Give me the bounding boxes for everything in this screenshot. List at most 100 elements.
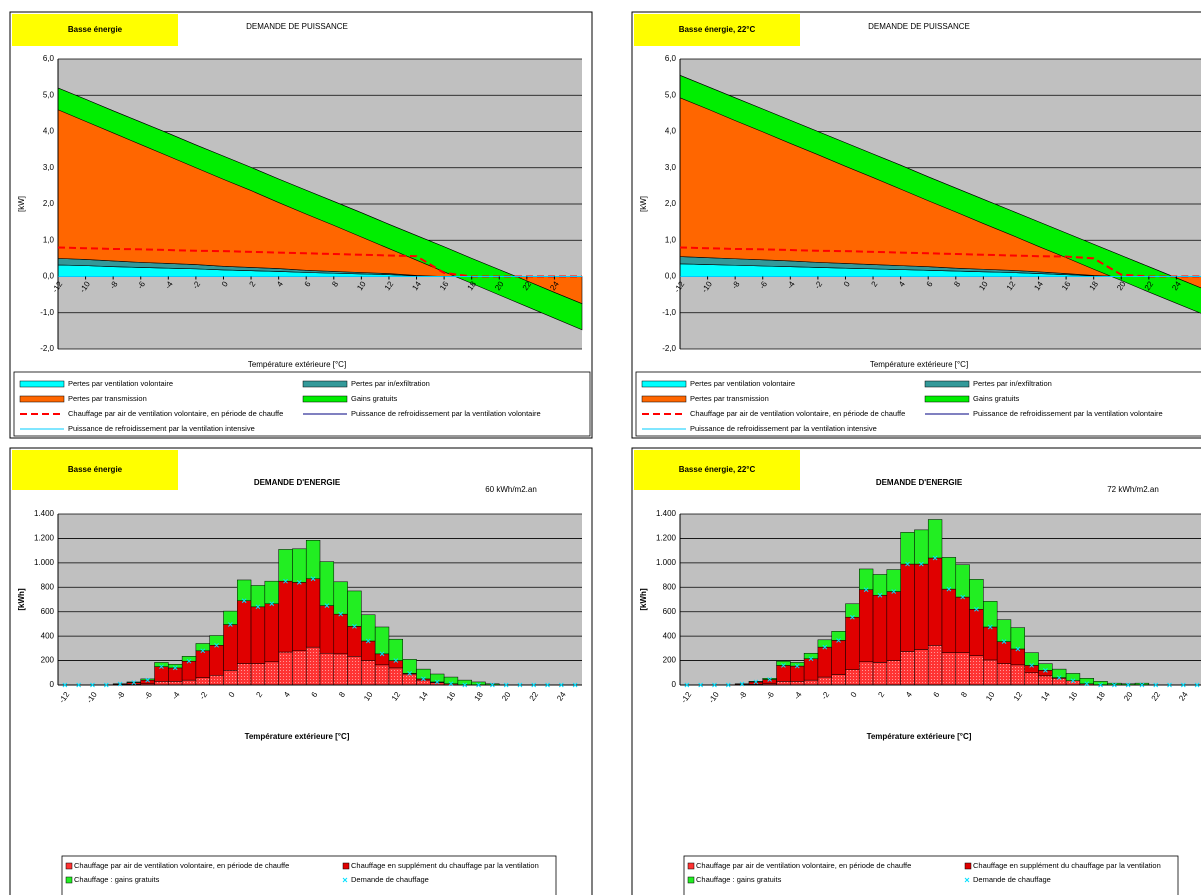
bar bbox=[872, 594, 888, 663]
legend-label: Pertes par ventilation volontaire bbox=[68, 379, 173, 388]
legend-swatch bbox=[964, 877, 970, 883]
marker bbox=[476, 682, 481, 688]
marker bbox=[753, 679, 759, 685]
marker bbox=[490, 682, 495, 688]
bar bbox=[927, 645, 943, 686]
bar bbox=[886, 660, 901, 686]
x-tick-label: 4 bbox=[897, 279, 907, 288]
bar bbox=[305, 578, 321, 648]
marker bbox=[767, 677, 772, 682]
y-tick-label: 1.200 bbox=[34, 534, 55, 543]
x-tick-label: 6 bbox=[303, 279, 313, 288]
bar bbox=[1038, 663, 1053, 671]
x-tick-label: -2 bbox=[820, 690, 832, 701]
bar bbox=[983, 601, 998, 628]
x-tick-label: 2 bbox=[254, 690, 264, 699]
x-tick-label: -8 bbox=[730, 279, 742, 290]
bar bbox=[168, 681, 183, 686]
marker bbox=[781, 663, 786, 668]
bar bbox=[776, 665, 791, 682]
marker bbox=[836, 638, 841, 643]
x-tick-label: -6 bbox=[765, 690, 777, 701]
y-axis-label: [kW] bbox=[639, 196, 648, 212]
legend-swatch bbox=[302, 380, 348, 388]
bar bbox=[278, 580, 293, 653]
bar bbox=[292, 582, 307, 652]
x-tick-label: -4 bbox=[792, 690, 804, 701]
y-tick-label: 1.200 bbox=[656, 534, 677, 543]
y-tick-label: 2,0 bbox=[43, 199, 55, 208]
marker bbox=[1194, 682, 1200, 688]
x-tick-label: 2 bbox=[247, 279, 257, 288]
badge-text: Basse énergie, 22°C bbox=[679, 25, 756, 34]
y-tick-label: 3,0 bbox=[665, 163, 677, 172]
marker bbox=[448, 681, 454, 687]
bar bbox=[817, 639, 832, 648]
marker bbox=[1112, 682, 1117, 688]
x-tick-label: 0 bbox=[842, 279, 852, 288]
y-tick-label: 200 bbox=[663, 656, 677, 665]
x-tick-label: 6 bbox=[925, 279, 935, 288]
marker bbox=[296, 580, 302, 585]
bar bbox=[817, 646, 832, 678]
y-tick-label: 0,0 bbox=[43, 272, 55, 281]
y-tick-label: 1.000 bbox=[34, 558, 55, 567]
y-tick-label: 2,0 bbox=[665, 199, 677, 208]
bar bbox=[250, 606, 266, 664]
badge-text: Basse énergie bbox=[68, 25, 123, 34]
x-tick-label: 8 bbox=[337, 690, 347, 699]
annotation: 60 kWh/m2.an bbox=[485, 485, 537, 494]
bar bbox=[859, 568, 874, 590]
marker bbox=[76, 682, 82, 688]
y-tick-label: -1,0 bbox=[662, 308, 676, 317]
bar bbox=[168, 667, 183, 682]
y-tick-label: 800 bbox=[41, 582, 55, 591]
bar bbox=[457, 679, 472, 686]
annotation: 72 kWh/m2.an bbox=[1107, 485, 1159, 494]
y-tick-label: 400 bbox=[41, 631, 55, 640]
marker bbox=[1180, 682, 1186, 688]
bar bbox=[416, 668, 431, 680]
marker bbox=[421, 676, 426, 682]
y-tick-label: -2,0 bbox=[40, 344, 54, 353]
badge bbox=[12, 450, 178, 490]
bar bbox=[817, 676, 832, 686]
bar bbox=[237, 579, 252, 601]
bar bbox=[416, 679, 431, 686]
bar bbox=[996, 641, 1012, 664]
marker bbox=[159, 664, 164, 670]
legend-swatch bbox=[65, 876, 73, 884]
bar bbox=[831, 674, 846, 686]
y-tick-label: 1,0 bbox=[665, 235, 677, 244]
x-axis-label: Température extérieure [°C] bbox=[248, 360, 346, 369]
legend-label: Chauffage : gains gratuits bbox=[74, 875, 160, 884]
y-axis-label: [kWh] bbox=[639, 588, 648, 611]
marker bbox=[131, 680, 137, 685]
bar bbox=[402, 659, 417, 674]
marker bbox=[117, 681, 123, 687]
x-tick-label: -4 bbox=[163, 279, 175, 290]
marker bbox=[1139, 682, 1145, 688]
bar bbox=[195, 677, 210, 686]
bar bbox=[347, 626, 362, 657]
x-tick-label: -8 bbox=[108, 279, 120, 290]
marker bbox=[531, 682, 537, 688]
bar bbox=[1079, 678, 1094, 685]
x-tick-label: 4 bbox=[904, 690, 914, 699]
marker bbox=[269, 601, 275, 607]
legend-swatch bbox=[641, 395, 687, 403]
marker bbox=[393, 658, 399, 663]
bar bbox=[223, 670, 238, 686]
bar bbox=[1010, 627, 1025, 650]
badge bbox=[12, 14, 178, 46]
bar bbox=[209, 635, 224, 646]
bar bbox=[237, 600, 252, 664]
bar bbox=[305, 540, 321, 579]
bar bbox=[209, 645, 224, 676]
bar bbox=[1024, 665, 1039, 674]
bar bbox=[845, 616, 860, 670]
bar bbox=[776, 681, 791, 686]
legend-label: Chauffage : gains gratuits bbox=[696, 875, 782, 884]
y-tick-label: 800 bbox=[663, 582, 677, 591]
legend-swatch bbox=[65, 862, 73, 870]
